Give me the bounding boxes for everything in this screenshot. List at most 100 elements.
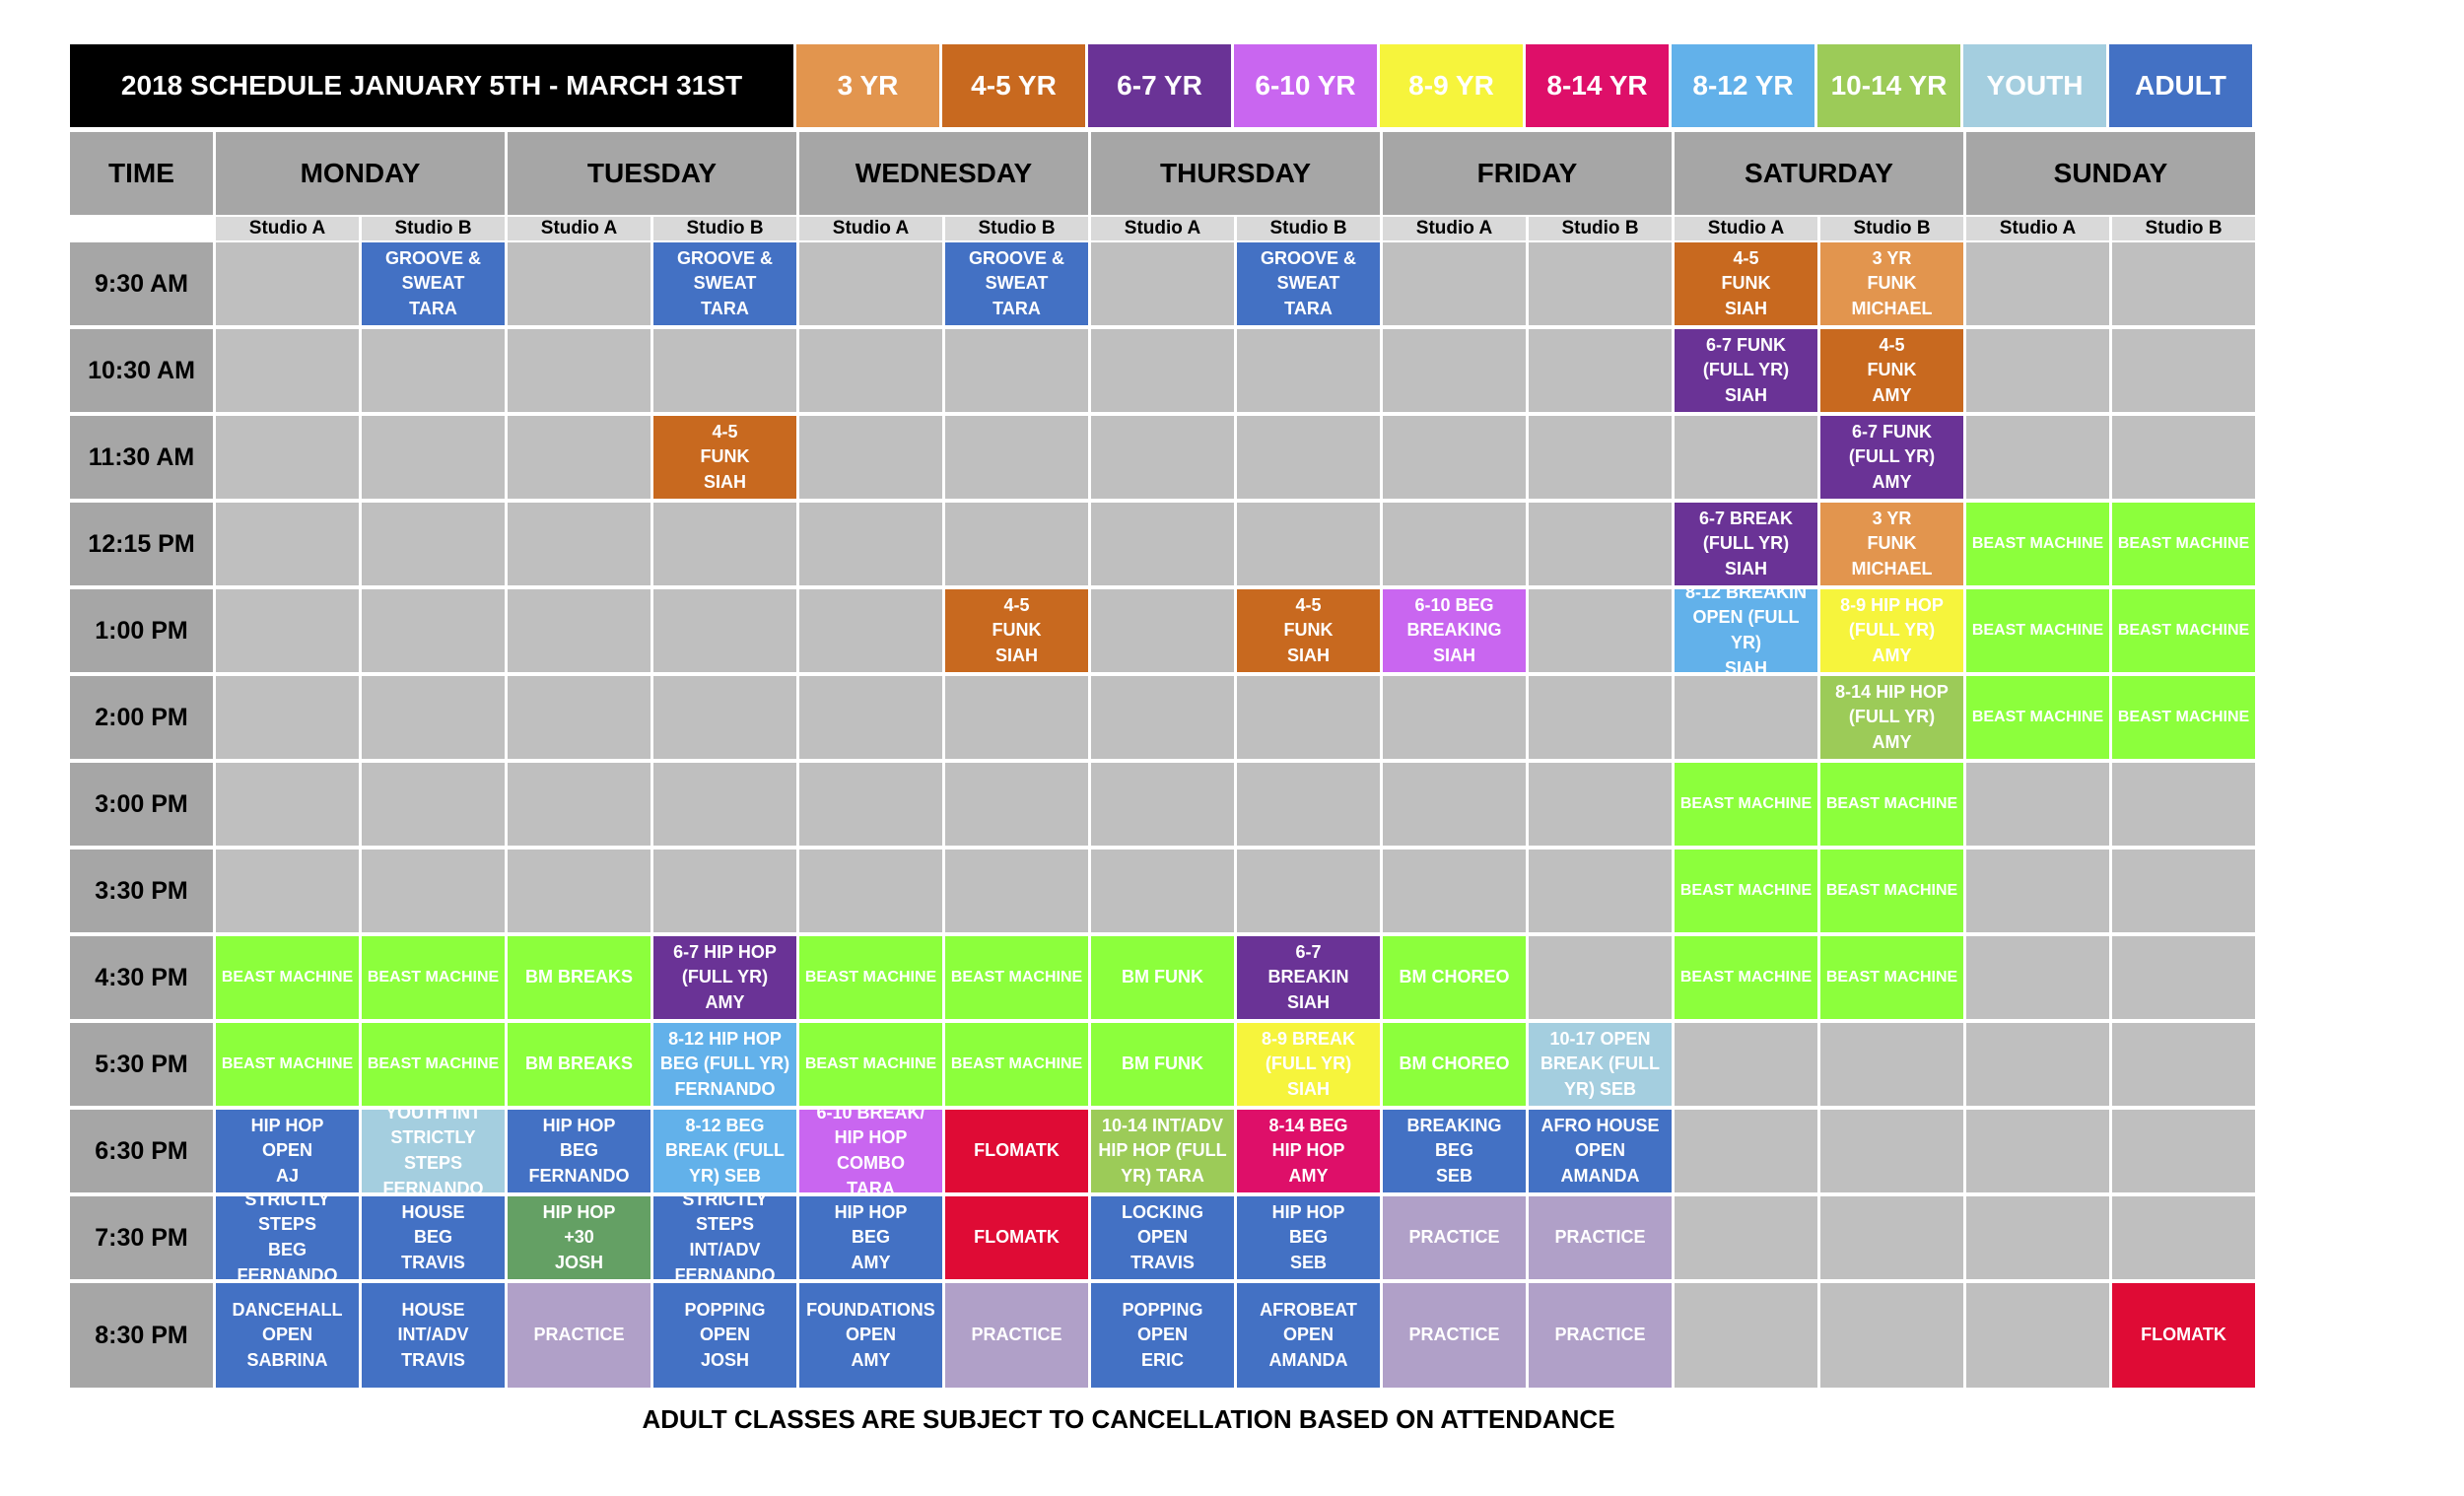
class-block[interactable]: BEAST MACHINE — [1675, 936, 1817, 1019]
empty-slot — [216, 763, 359, 846]
class-block[interactable]: 8-14 HIP HOP (FULL YR) AMY — [1820, 676, 1963, 759]
class-block[interactable]: 8-12 HIP HOP BEG (FULL YR) FERNANDO — [653, 1023, 796, 1106]
class-block[interactable]: 6-7 BREAKIN SIAH — [1237, 936, 1380, 1019]
empty-slot — [1529, 329, 1672, 412]
empty-slot — [1966, 242, 2109, 325]
class-block[interactable]: GROOVE & SWEAT TARA — [945, 242, 1088, 325]
class-block[interactable]: BEAST MACHINE — [945, 936, 1088, 1019]
class-block[interactable]: 4-5 FUNK SIAH — [945, 589, 1088, 672]
class-block[interactable]: 10-17 OPEN BREAK (FULL YR) SEB — [1529, 1023, 1672, 1106]
empty-slot — [216, 589, 359, 672]
time-slot-label: 4:30 PM — [70, 936, 213, 1019]
class-block[interactable]: 8-14 BEG HIP HOP AMY — [1237, 1110, 1380, 1192]
empty-slot — [1091, 676, 1234, 759]
class-block[interactable]: 8-9 BREAK (FULL YR) SIAH — [1237, 1023, 1380, 1106]
class-block[interactable]: BEAST MACHINE — [362, 936, 505, 1019]
class-block[interactable]: BM BREAKS — [508, 936, 650, 1019]
class-block[interactable]: 8-9 HIP HOP (FULL YR) AMY — [1820, 589, 1963, 672]
class-block[interactable]: BM CHOREO — [1383, 1023, 1526, 1106]
class-block[interactable]: BEAST MACHINE — [799, 1023, 942, 1106]
class-block[interactable]: FLOMATK — [945, 1196, 1088, 1279]
class-block[interactable]: GROOVE & SWEAT TARA — [362, 242, 505, 325]
class-block[interactable]: 3 YR FUNK MICHAEL — [1820, 503, 1963, 585]
empty-slot — [216, 329, 359, 412]
time-slot-label: 8:30 PM — [70, 1283, 213, 1388]
class-block[interactable]: 10-14 INT/ADV HIP HOP (FULL YR) TARA — [1091, 1110, 1234, 1192]
class-block[interactable]: BM BREAKS — [508, 1023, 650, 1106]
class-block[interactable]: FOUNDATIONS OPEN AMY — [799, 1283, 942, 1388]
class-block[interactable]: BREAKING BEG SEB — [1383, 1110, 1526, 1192]
class-block[interactable]: POPPING OPEN ERIC — [1091, 1283, 1234, 1388]
studio-header: Studio A — [216, 217, 359, 240]
class-block[interactable]: 8-12 BREAKIN OPEN (FULL YR) SIAH — [1675, 589, 1817, 672]
empty-slot — [945, 329, 1088, 412]
class-block[interactable]: AFROBEAT OPEN AMANDA — [1237, 1283, 1380, 1388]
empty-slot — [1966, 1110, 2109, 1192]
class-block[interactable]: BM FUNK — [1091, 1023, 1234, 1106]
class-block[interactable]: HIP HOP BEG AMY — [799, 1196, 942, 1279]
class-block[interactable]: PRACTICE — [1529, 1196, 1672, 1279]
class-block[interactable]: BEAST MACHINE — [362, 1023, 505, 1106]
empty-slot — [799, 763, 942, 846]
empty-slot — [945, 676, 1088, 759]
class-block[interactable]: BM CHOREO — [1383, 936, 1526, 1019]
class-block[interactable]: STRICTLY STEPS BEG FERNANDO — [216, 1196, 359, 1279]
class-block[interactable]: BEAST MACHINE — [216, 1023, 359, 1106]
class-block[interactable]: GROOVE & SWEAT TARA — [653, 242, 796, 325]
class-block[interactable]: BEAST MACHINE — [799, 936, 942, 1019]
class-block[interactable]: AFRO HOUSE OPEN AMANDA — [1529, 1110, 1672, 1192]
class-block[interactable]: BEAST MACHINE — [1675, 763, 1817, 846]
empty-slot — [799, 676, 942, 759]
class-block[interactable]: PRACTICE — [1529, 1283, 1672, 1388]
class-block[interactable]: 6-10 BEG BREAKING SIAH — [1383, 589, 1526, 672]
class-block[interactable]: 6-7 HIP HOP (FULL YR) AMY — [653, 936, 796, 1019]
empty-slot — [508, 416, 650, 499]
class-block[interactable]: BEAST MACHINE — [1820, 936, 1963, 1019]
class-block[interactable]: BEAST MACHINE — [1966, 676, 2109, 759]
class-block[interactable]: BEAST MACHINE — [216, 936, 359, 1019]
class-block[interactable]: PRACTICE — [1383, 1283, 1526, 1388]
class-block[interactable]: HIP HOP BEG FERNANDO — [508, 1110, 650, 1192]
empty-slot — [2112, 416, 2255, 499]
class-block[interactable]: BEAST MACHINE — [2112, 676, 2255, 759]
class-block[interactable]: FLOMATK — [2112, 1283, 2255, 1388]
class-block[interactable]: BEAST MACHINE — [2112, 589, 2255, 672]
class-block[interactable]: 3 YR FUNK MICHAEL — [1820, 242, 1963, 325]
class-block[interactable]: BM FUNK — [1091, 936, 1234, 1019]
class-block[interactable]: PRACTICE — [508, 1283, 650, 1388]
studio-header: Studio B — [1529, 217, 1672, 240]
class-block[interactable]: 4-5 FUNK AMY — [1820, 329, 1963, 412]
class-block[interactable]: PRACTICE — [1383, 1196, 1526, 1279]
class-block[interactable]: 4-5 FUNK SIAH — [653, 416, 796, 499]
class-block[interactable]: STRICTLY STEPS INT/ADV FERNANDO — [653, 1196, 796, 1279]
class-block[interactable]: POPPING OPEN JOSH — [653, 1283, 796, 1388]
class-block[interactable]: HIP HOP OPEN AJ — [216, 1110, 359, 1192]
class-block[interactable]: BEAST MACHINE — [945, 1023, 1088, 1106]
class-block[interactable]: HOUSE BEG TRAVIS — [362, 1196, 505, 1279]
class-block[interactable]: 6-10 BREAK/ HIP HOP COMBO TARA — [799, 1110, 942, 1192]
class-block[interactable]: BEAST MACHINE — [1820, 763, 1963, 846]
class-block[interactable]: 6-7 FUNK (FULL YR) AMY — [1820, 416, 1963, 499]
class-block[interactable]: 8-12 BEG BREAK (FULL YR) SEB — [653, 1110, 796, 1192]
class-block[interactable]: GROOVE & SWEAT TARA — [1237, 242, 1380, 325]
studio-header: Studio B — [653, 217, 796, 240]
class-block[interactable]: HOUSE INT/ADV TRAVIS — [362, 1283, 505, 1388]
class-block[interactable]: HIP HOP +30 JOSH — [508, 1196, 650, 1279]
class-block[interactable]: HIP HOP BEG SEB — [1237, 1196, 1380, 1279]
class-block[interactable]: 6-7 BREAK (FULL YR) SIAH — [1675, 503, 1817, 585]
empty-slot — [945, 416, 1088, 499]
class-block[interactable]: DANCEHALL OPEN SABRINA — [216, 1283, 359, 1388]
class-block[interactable]: BEAST MACHINE — [1675, 850, 1817, 932]
class-block[interactable]: BEAST MACHINE — [2112, 503, 2255, 585]
class-block[interactable]: BEAST MACHINE — [1966, 503, 2109, 585]
class-block[interactable]: 4-5 FUNK SIAH — [1237, 589, 1380, 672]
class-block[interactable]: LOCKING OPEN TRAVIS — [1091, 1196, 1234, 1279]
class-block[interactable]: 6-7 FUNK (FULL YR) SIAH — [1675, 329, 1817, 412]
class-block[interactable]: BEAST MACHINE — [1820, 850, 1963, 932]
class-block[interactable]: YOUTH INT STRICTLY STEPS FERNANDO — [362, 1110, 505, 1192]
class-block[interactable]: FLOMATK — [945, 1110, 1088, 1192]
class-block[interactable]: PRACTICE — [945, 1283, 1088, 1388]
class-block[interactable]: 4-5 FUNK SIAH — [1675, 242, 1817, 325]
studio-header: Studio A — [1675, 217, 1817, 240]
class-block[interactable]: BEAST MACHINE — [1966, 589, 2109, 672]
